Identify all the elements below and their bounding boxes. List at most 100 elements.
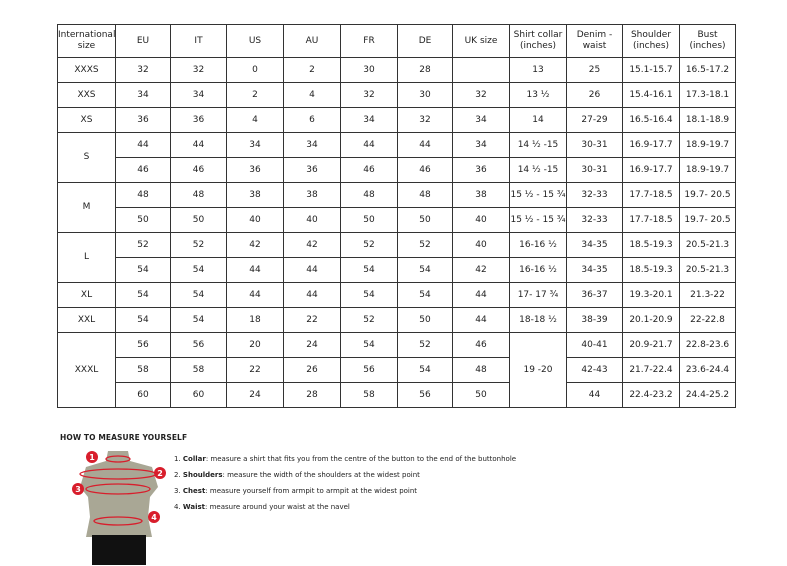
table-cell: 60: [170, 382, 227, 408]
size-label-cell: XXS: [57, 82, 116, 108]
table-cell: 26: [283, 357, 341, 383]
table-cell: 54: [115, 282, 171, 308]
table-cell: 30-31: [566, 132, 623, 158]
size-label-cell: M: [57, 182, 116, 233]
step-label: Chest: [182, 487, 206, 495]
table-cell: 14 ½ -15: [509, 157, 567, 183]
column-header: US: [226, 24, 284, 58]
table-cell: 34-35: [566, 232, 623, 258]
table-cell: 25: [566, 57, 623, 83]
table-cell: [452, 57, 510, 83]
table-cell: 18.1-18.9: [679, 107, 736, 133]
table-cell: 48: [115, 182, 171, 208]
table-cell: 15 ½ - 15 ¾: [509, 207, 567, 233]
measure-title: HOW TO MEASURE YOURSELF: [60, 433, 188, 442]
table-cell: 17.7-18.5: [622, 182, 680, 208]
table-row: XS 36 36 4 6 34 32 34 14 27-29 16.5-16.4 18.1-18.9: [57, 107, 736, 133]
column-header: Denim - waist: [566, 24, 623, 58]
step-num: 1.: [174, 455, 181, 463]
table-cell: 17.7-18.5: [622, 207, 680, 233]
table-cell: 44: [452, 282, 510, 308]
table-cell: 40-41: [566, 332, 623, 358]
table-cell: 32: [170, 57, 227, 83]
table-cell: 52: [170, 232, 227, 258]
table-cell: 18.9-19.7: [679, 157, 736, 183]
table-cell: 56: [340, 357, 398, 383]
table-cell: 14 ½ -15: [509, 132, 567, 158]
table-cell: 52: [115, 232, 171, 258]
table-cell: 18.5-19.3: [622, 232, 680, 258]
table-cell: 36: [452, 157, 510, 183]
column-header: FR: [340, 24, 398, 58]
column-header: Shirt collar (inches): [509, 24, 567, 58]
table-cell: 50: [397, 207, 453, 233]
table-cell: 50: [397, 307, 453, 333]
table-cell: 6: [283, 107, 341, 133]
column-header: UK size: [452, 24, 510, 58]
table-cell: 28: [283, 382, 341, 408]
table-cell: 48: [170, 182, 227, 208]
table-cell: 2: [226, 82, 284, 108]
size-label-cell: XL: [57, 282, 116, 308]
table-cell: 17- 17 ¾: [509, 282, 567, 308]
table-row: 60 60 24 28 58 56 50 44 22.4-23.2 24.4-25.2: [58, 382, 736, 408]
table-cell: 36: [283, 157, 341, 183]
table-cell: 34-35: [566, 257, 623, 283]
table-cell: 40: [452, 232, 510, 258]
table-cell: 46: [397, 157, 453, 183]
table-cell: 46: [452, 332, 510, 358]
table-cell: 2: [283, 57, 341, 83]
table-cell: 54: [170, 282, 227, 308]
table-cell: 16.5-16.4: [622, 107, 680, 133]
table-cell: 18: [226, 307, 284, 333]
table-cell: 16-16 ½: [509, 232, 567, 258]
step-chest: 3. Chest: measure yourself from armpit t…: [174, 483, 516, 499]
table-cell: 54: [340, 282, 398, 308]
table-cell: 32-33: [566, 207, 623, 233]
table-cell: 50: [340, 207, 398, 233]
table-cell: 34: [452, 132, 510, 158]
table-cell: 34: [115, 82, 171, 108]
column-header: IT: [170, 24, 227, 58]
table-row: XXXS 32 32 0 2 30 28 13 25 15.1-15.7 16.5-17.2: [57, 57, 736, 83]
body-measure-figure: 1 2 3 4: [72, 451, 166, 565]
table-cell: 44: [226, 282, 284, 308]
table-cell: 48: [452, 357, 510, 383]
table-cell: 13: [509, 57, 567, 83]
marker-1: 1: [89, 453, 95, 462]
table-cell: 44: [340, 132, 398, 158]
step-text: : measure the width of the shoulders at …: [222, 471, 420, 479]
table-cell: 58: [340, 382, 398, 408]
table-cell: 44: [283, 257, 341, 283]
table-cell: 40: [283, 207, 341, 233]
table-cell: 34: [170, 82, 227, 108]
table-cell: 36-37: [566, 282, 623, 308]
table-cell: 16.5-17.2: [679, 57, 736, 83]
table-cell: 56: [397, 382, 453, 408]
size-label-cell: XXXL: [57, 332, 116, 408]
column-header: AU: [283, 24, 341, 58]
table-row: XXS 34 34 2 4 32 30 32 13 ½ 26 15.4-16.1 17.3-18.1: [57, 82, 736, 108]
table-cell: 22-22.8: [679, 307, 736, 333]
table-cell: 44: [226, 257, 284, 283]
table-cell: 54: [170, 307, 227, 333]
table-row: 50 50 40 40 50 50 40 15 ½ - 15 ¾ 32-33 17.7-18.5 1…: [58, 207, 736, 233]
table-cell: 44: [452, 307, 510, 333]
table-cell: 32: [452, 82, 510, 108]
table-cell: 60: [115, 382, 171, 408]
table-cell: 54: [340, 332, 398, 358]
table-cell: 34: [283, 132, 341, 158]
table-cell: 44: [170, 132, 227, 158]
table-cell: 52: [340, 307, 398, 333]
table-cell: 4: [226, 107, 284, 133]
table-cell: 24: [226, 382, 284, 408]
table-cell: 52: [397, 332, 453, 358]
step-text: : measure a shirt that fits you from the…: [205, 455, 517, 463]
column-header: International size: [57, 24, 116, 58]
table-row: M 48 48 38 38 48 48 38 15 ½ - 15 ¾ 32-33 17.7-18.5…: [57, 182, 736, 233]
column-header: EU: [115, 24, 171, 58]
table-cell: 48: [340, 182, 398, 208]
table-cell: 32-33: [566, 182, 623, 208]
table-cell: 34: [452, 107, 510, 133]
table-cell: 24.4-25.2: [679, 382, 736, 408]
